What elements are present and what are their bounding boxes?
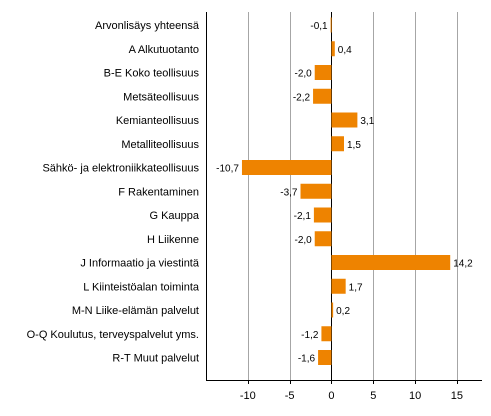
bar xyxy=(314,231,332,247)
data-label: -2,0 xyxy=(294,69,312,80)
data-label: -0,1 xyxy=(310,21,328,32)
data-label: 0,4 xyxy=(338,45,352,56)
bar xyxy=(321,326,332,342)
bar xyxy=(331,278,346,294)
data-label: -2,0 xyxy=(294,235,312,246)
bar xyxy=(313,88,332,104)
value-labels: -0,1 0,4 -2,0 -2,2 3,1 1,5 -10,7 -3,7 -2,1 -2,0 14… xyxy=(216,21,473,365)
bar xyxy=(331,112,358,128)
category-label: Sähkö- ja elektroniikkateollisuus xyxy=(42,163,199,175)
bar xyxy=(331,302,334,318)
bar xyxy=(314,65,332,80)
data-label: -2,1 xyxy=(294,211,312,222)
data-label: 1,5 xyxy=(347,140,361,151)
category-label: M-N Liike-elämän palvelut xyxy=(72,305,199,317)
data-label: -3,7 xyxy=(280,187,298,198)
category-label: Arvonlisäys yhteensä xyxy=(95,20,200,32)
bars xyxy=(241,17,451,365)
data-label: -1,2 xyxy=(301,330,319,341)
bar xyxy=(331,136,344,152)
x-tick-label: 10 xyxy=(409,390,421,402)
data-label: 3,1 xyxy=(360,116,374,127)
x-tick-label: 5 xyxy=(370,390,376,402)
category-label: G Kauppa xyxy=(149,210,199,222)
data-label: 14,2 xyxy=(453,259,473,270)
category-label: L Kiinteistöalan toiminta xyxy=(83,281,200,293)
x-tick-label: -10 xyxy=(240,390,256,402)
data-label: 0,2 xyxy=(336,306,350,317)
x-tick-label: 15 xyxy=(451,390,463,402)
category-labels: Arvonlisäys yhteensä A Alkutuotanto B-E Ko… xyxy=(27,20,200,365)
category-label: H Liikenne xyxy=(147,234,199,246)
bar xyxy=(313,207,332,223)
data-label: -1,6 xyxy=(298,354,316,365)
bar xyxy=(330,17,332,33)
bar xyxy=(300,183,332,199)
x-tick-label: -5 xyxy=(285,390,295,402)
gridlines xyxy=(248,12,458,380)
category-label: J Informaatio ja viestintä xyxy=(80,258,199,270)
category-label: R-T Muut palvelut xyxy=(112,353,199,365)
bar xyxy=(241,160,332,175)
category-label: B-E Koko teollisuus xyxy=(104,68,200,80)
category-label: O-Q Koulutus, terveyspalvelut yms. xyxy=(27,329,199,341)
category-label: Kemianteollisuus xyxy=(116,115,200,127)
bar xyxy=(331,41,335,57)
bar xyxy=(331,255,451,270)
data-label: 1,7 xyxy=(349,282,363,293)
x-tick-label: 0 xyxy=(328,390,334,402)
category-label: Metsäteollisuus xyxy=(123,91,199,103)
axes xyxy=(206,12,482,384)
category-label: Metalliteollisuus xyxy=(121,139,199,151)
bar xyxy=(318,350,332,365)
data-label: -10,7 xyxy=(216,164,239,175)
category-label: A Alkutuotanto xyxy=(129,44,199,56)
data-label: -2,2 xyxy=(293,92,311,103)
x-tick-labels: -10 -5 0 5 10 15 xyxy=(240,390,463,402)
category-label: F Rakentaminen xyxy=(118,186,199,198)
